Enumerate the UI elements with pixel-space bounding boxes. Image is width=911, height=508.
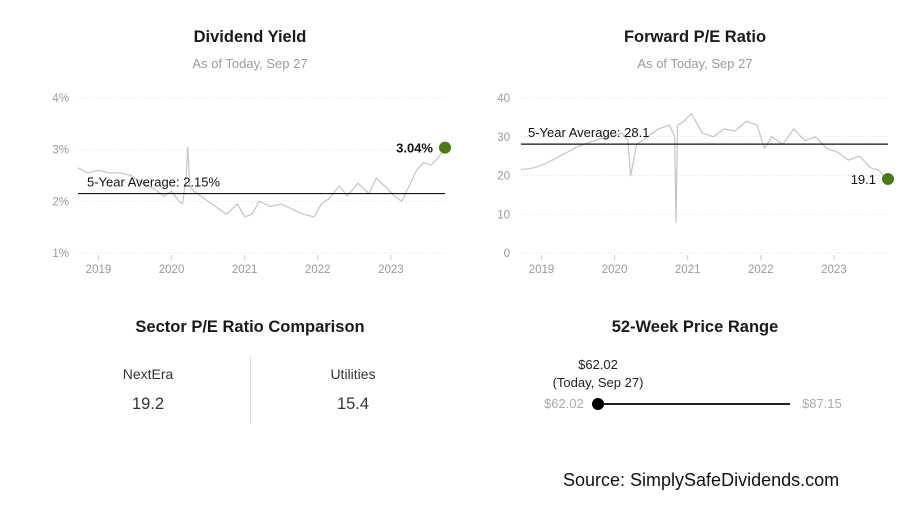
x-tick-label: 2019 — [529, 264, 555, 276]
x-tick-label: 2020 — [602, 264, 628, 276]
y-tick-label: 4% — [52, 93, 69, 105]
forward-pe-subtitle: As of Today, Sep 27 — [637, 56, 753, 71]
sector-item-value-utilities: 15.4 — [336, 395, 370, 413]
current-value-label: 19.1 — [851, 172, 876, 187]
average-label: 5-Year Average: 28.1 — [528, 125, 649, 140]
y-tick-label: 0 — [504, 248, 510, 260]
price-range-title: 52-Week Price Range — [611, 318, 779, 336]
dividend-yield-title: Dividend Yield — [193, 28, 307, 46]
range-low-label: $62.02 — [544, 396, 584, 411]
x-tick-label: 2019 — [86, 264, 112, 276]
sector-pe-title: Sector P/E Ratio Comparison — [135, 318, 365, 336]
x-tick-label: 2023 — [378, 264, 404, 276]
y-tick-label: 20 — [497, 171, 510, 183]
current-value-point — [439, 141, 451, 154]
y-tick-label: 40 — [497, 93, 510, 105]
current-price-date: (Today, Sep 27) — [552, 375, 644, 390]
x-tick-label: 2021 — [675, 264, 701, 276]
sector-item-label-utilities: Utilities — [330, 366, 376, 382]
x-tick-label: 2022 — [305, 264, 331, 276]
x-tick-label: 2020 — [159, 264, 185, 276]
range-high-label: $87.15 — [802, 396, 842, 411]
series-line — [520, 112, 889, 223]
sector-item-label-nextera: NextEra — [122, 366, 174, 382]
y-tick-label: 2% — [52, 196, 69, 208]
range-track — [598, 403, 790, 405]
y-tick-label: 1% — [52, 248, 69, 260]
y-tick-label: 30 — [497, 132, 510, 144]
y-tick-label: 3% — [52, 145, 69, 157]
range-current-marker — [592, 398, 604, 410]
x-tick-label: 2023 — [821, 264, 847, 276]
series-line — [77, 146, 446, 218]
source-credit: Source: SimplySafeDividends.com — [563, 470, 840, 490]
y-tick-label: 10 — [497, 209, 510, 221]
sector-divider — [250, 356, 251, 424]
current-value-label: 3.04% — [396, 141, 433, 156]
current-price-label: $62.02 (Today, Sep 27) — [538, 356, 658, 392]
sector-item-value-nextera: 19.2 — [131, 395, 165, 413]
forward-pe-title: Forward P/E Ratio — [623, 28, 767, 46]
dividend-yield-subtitle: As of Today, Sep 27 — [192, 56, 308, 71]
average-label: 5-Year Average: 2.15% — [87, 175, 220, 190]
current-price-value: $62.02 — [578, 357, 618, 372]
x-tick-label: 2021 — [232, 264, 258, 276]
x-tick-label: 2022 — [748, 264, 774, 276]
current-value-point — [882, 172, 894, 185]
